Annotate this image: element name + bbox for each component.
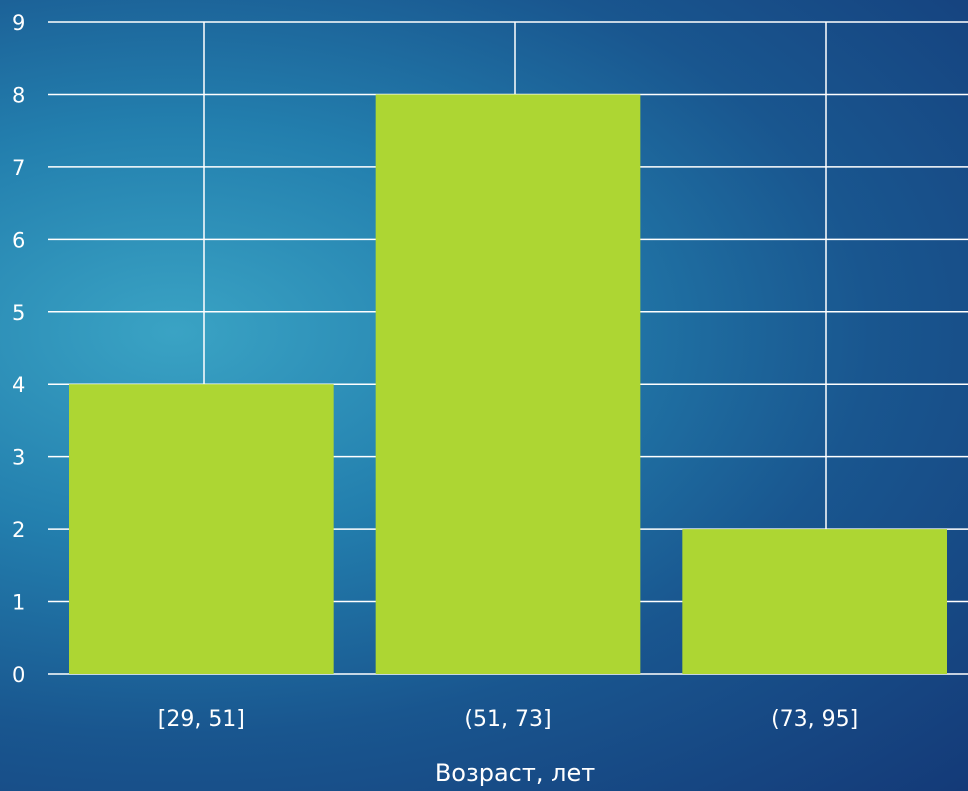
- x-category-label: (51, 73]: [464, 707, 551, 732]
- y-tick-label: 4: [12, 373, 25, 397]
- bar-2: [682, 529, 947, 674]
- y-tick-label: 7: [12, 156, 25, 180]
- y-tick-label: 6: [12, 228, 25, 252]
- x-category-label: (73, 95]: [771, 707, 858, 732]
- x-category-labels: [29, 51] (51, 73] (73, 95]: [158, 707, 858, 732]
- y-tick-label: 0: [12, 663, 25, 687]
- y-tick-label: 1: [12, 591, 25, 615]
- y-tick-labels: 0 1 2 3 4 5 6 7 8 9: [12, 11, 25, 687]
- y-tick-label: 9: [12, 11, 25, 35]
- x-axis-label: Возраст, лет: [435, 759, 595, 787]
- y-tick-label: 8: [12, 83, 25, 107]
- bar-0: [69, 384, 334, 674]
- y-tick-label: 3: [12, 446, 25, 470]
- y-tick-label: 2: [12, 518, 25, 542]
- y-tick-label: 5: [12, 301, 25, 325]
- x-category-label: [29, 51]: [158, 707, 245, 732]
- bars: [69, 94, 947, 674]
- bar-1: [375, 94, 641, 674]
